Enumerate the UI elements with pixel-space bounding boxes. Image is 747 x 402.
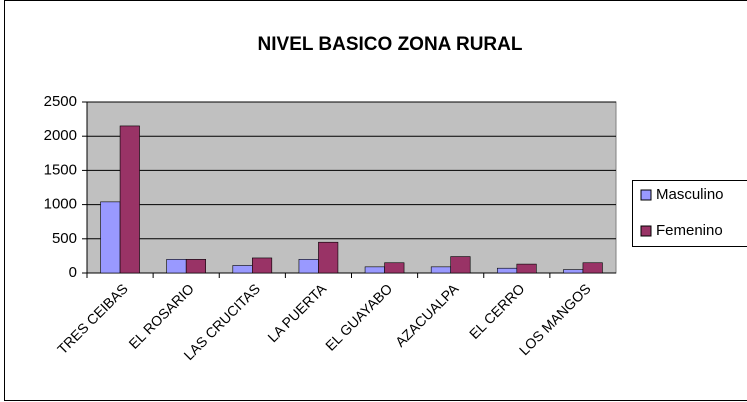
y-tick-label: 1500	[44, 161, 77, 178]
plot-area	[86, 101, 617, 274]
bar	[119, 125, 140, 274]
bar	[450, 256, 471, 274]
bar	[497, 267, 518, 274]
bar	[582, 262, 603, 274]
y-tick-label: 500	[52, 230, 77, 247]
bar	[185, 259, 206, 274]
y-tick-label: 1000	[44, 196, 77, 213]
bar	[430, 266, 451, 274]
chart-title: NIVEL BASICO ZONA RURAL	[258, 34, 523, 55]
y-tick-label: 0	[69, 264, 77, 281]
legend-box	[632, 180, 747, 247]
bar	[384, 262, 405, 274]
bar	[516, 263, 537, 274]
legend-swatch	[640, 189, 652, 201]
bar	[100, 201, 121, 274]
bar	[298, 259, 319, 274]
legend-label: Masculino	[656, 186, 724, 203]
legend-swatch	[640, 225, 652, 237]
bar	[318, 241, 339, 274]
y-tick-label: 2000	[44, 127, 77, 144]
bar	[166, 259, 187, 274]
bar	[232, 265, 253, 274]
bar	[364, 266, 385, 274]
y-tick-label: 2500	[44, 93, 77, 110]
bar	[563, 269, 584, 274]
bar	[252, 257, 273, 274]
legend-label: Femenino	[656, 222, 723, 239]
